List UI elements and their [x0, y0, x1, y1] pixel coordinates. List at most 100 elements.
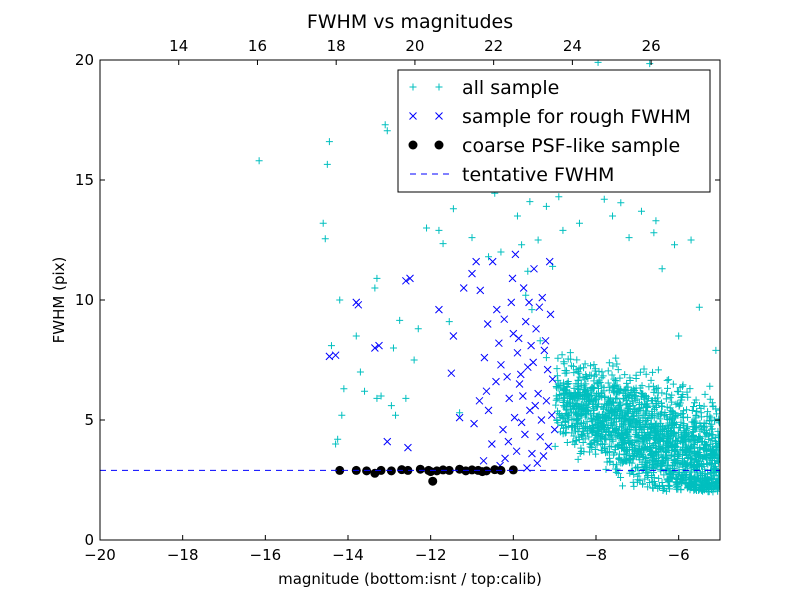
legend-entry: sample for rough FWHM [409, 106, 691, 128]
data-point [587, 362, 595, 370]
data-point [340, 385, 348, 393]
x-tick-label: −16 [250, 546, 282, 564]
data-point [553, 365, 561, 373]
data-point [504, 437, 513, 446]
legend-swatch [435, 83, 443, 91]
data-point [518, 241, 526, 249]
data-point [638, 435, 646, 443]
data-point [645, 456, 653, 464]
data-point [586, 448, 594, 456]
data-point [614, 385, 622, 393]
data-point [574, 455, 582, 463]
data-point [455, 464, 465, 474]
data-point [548, 375, 557, 384]
data-point [608, 371, 616, 379]
data-point [634, 464, 642, 472]
data-point [663, 461, 671, 469]
series-sample-for-rough-fwhm [325, 250, 559, 472]
y-tick-label: 0 [84, 531, 94, 549]
data-point [377, 392, 385, 400]
data-point [694, 436, 702, 444]
legend-entry: coarse PSF-like sample [408, 135, 680, 157]
data-point [354, 300, 363, 309]
data-point [713, 410, 720, 418]
data-point [623, 426, 631, 434]
legend-label: coarse PSF-like sample [462, 135, 680, 157]
top-x-tick-label: 16 [248, 37, 267, 55]
legend-swatch [434, 140, 444, 150]
data-point [623, 443, 631, 451]
data-point [693, 476, 701, 484]
data-point [689, 432, 697, 440]
data-point [497, 248, 505, 256]
data-point [513, 212, 521, 220]
data-point [714, 477, 720, 485]
data-point [715, 431, 720, 439]
data-point [575, 219, 583, 227]
data-point [681, 470, 689, 478]
data-point [662, 422, 670, 430]
data-point [585, 408, 593, 416]
data-point [615, 455, 623, 463]
data-point [674, 412, 682, 420]
data-point [449, 332, 458, 340]
data-point [584, 375, 592, 383]
data-point [642, 370, 650, 378]
data-point [641, 420, 649, 428]
data-point [591, 416, 599, 424]
data-point [255, 157, 263, 165]
data-point [536, 432, 545, 441]
data-point [701, 424, 709, 432]
data-point [554, 354, 562, 362]
data-point [383, 437, 392, 446]
data-point [688, 407, 696, 415]
data-point [708, 486, 716, 494]
data-point [610, 449, 618, 457]
data-point [657, 419, 665, 427]
data-point [533, 459, 542, 468]
data-point [640, 423, 648, 431]
data-point [600, 195, 608, 203]
data-point [612, 354, 620, 362]
data-point [485, 253, 493, 261]
data-point [690, 464, 698, 472]
data-point [689, 402, 697, 410]
data-point [701, 432, 709, 440]
data-point [649, 441, 657, 449]
data-point [371, 284, 379, 292]
data-point [414, 325, 422, 333]
data-point [595, 411, 603, 419]
data-point [456, 409, 464, 417]
data-point [683, 425, 691, 433]
data-point [684, 454, 692, 462]
data-point [587, 425, 595, 433]
y-tick-label: 20 [75, 51, 94, 69]
data-point [632, 375, 640, 383]
data-point [666, 410, 674, 418]
data-point [599, 405, 607, 413]
data-point [637, 389, 645, 397]
data-point [640, 365, 648, 373]
data-point [647, 414, 655, 422]
data-point [515, 380, 524, 388]
data-point [652, 403, 660, 411]
data-point [629, 415, 637, 423]
data-point [576, 403, 584, 411]
data-point [700, 402, 708, 410]
data-point [361, 387, 369, 395]
data-point [402, 394, 410, 402]
data-point [609, 460, 617, 468]
data-point [645, 383, 653, 391]
data-point [497, 360, 505, 369]
data-point [706, 382, 714, 390]
data-point [376, 465, 386, 475]
x-axis-label: magnitude (bottom:isnt / top:calib) [278, 570, 542, 588]
y-tick-label: 15 [75, 171, 94, 189]
x-tick-label: −6 [668, 546, 690, 564]
data-point [639, 452, 647, 460]
data-point [672, 481, 680, 489]
data-point [613, 405, 621, 413]
data-point [654, 366, 662, 374]
data-point [574, 380, 582, 388]
